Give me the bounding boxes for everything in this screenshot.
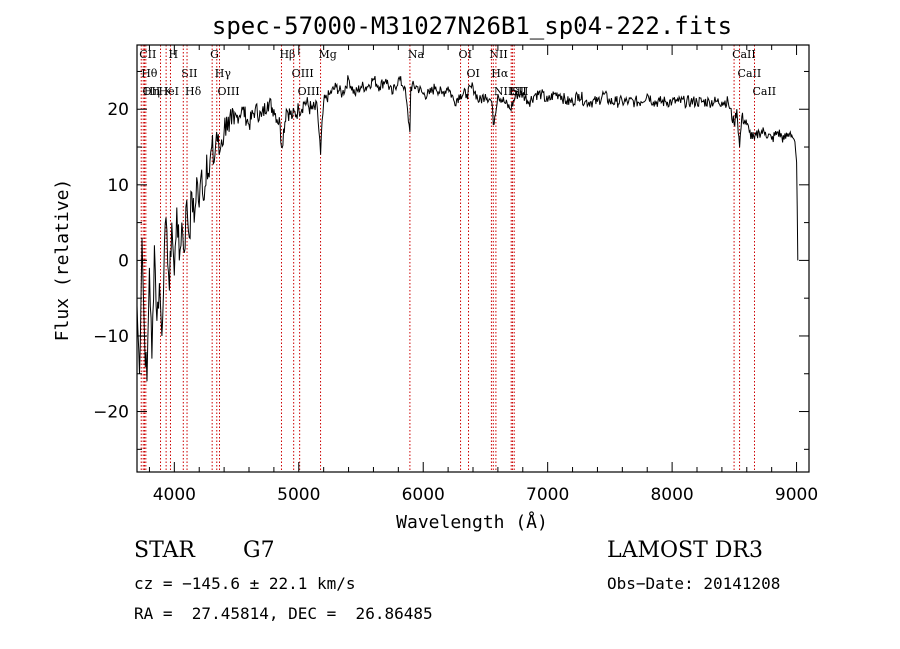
line-marker-label: CaII (732, 48, 756, 61)
x-tick-label: 4000 (153, 485, 196, 505)
line-marker-label: Hη (144, 85, 160, 98)
chart-title: spec-57000-M31027N26B1_sp04-222.fits (212, 12, 732, 40)
line-marker-label: HeI (159, 85, 179, 98)
line-marker-label: OIII (298, 85, 320, 98)
redshift-cz: cz = −145.6 ± 22.1 km/s (134, 574, 356, 593)
object-class: STAR (134, 538, 195, 563)
line-marker-label: Hα (491, 67, 509, 80)
line-marker-label: CaII (752, 85, 776, 98)
line-marker-label: Li (509, 85, 520, 98)
line-marker-label: OIII (292, 67, 314, 80)
line-marker-label: Hθ (141, 67, 158, 80)
y-axis-label: Flux (relative) (52, 179, 73, 342)
line-marker-label: H (168, 48, 178, 61)
line-marker-label: OI (459, 48, 472, 61)
axis-ticks: 4000 5000 6000 7000 8000 9000 −20 −10 0 10 20 (93, 45, 818, 505)
coordinates: RA = 27.45814, DEC = 26.86485 (134, 604, 433, 623)
x-axis-label: Wavelength (Å) (396, 511, 548, 533)
x-tick-label: 5000 (277, 485, 320, 505)
y-tick-label: −20 (93, 403, 129, 423)
flux-line (136, 75, 799, 382)
y-tick-label: 20 (107, 100, 129, 120)
x-tick-label: 9000 (775, 485, 818, 505)
line-marker-label: SII (181, 67, 197, 80)
object-subclass: G7 (243, 538, 275, 563)
line-marker-label: Mg (319, 48, 337, 61)
line-marker-label: G (210, 48, 219, 61)
y-tick-label: 10 (107, 176, 129, 196)
line-marker-label: CII (139, 48, 156, 61)
line-marker-label: OII (142, 85, 160, 98)
line-marker-label: NII (489, 48, 507, 61)
flux-series (136, 75, 799, 382)
line-marker-label: Na (408, 48, 425, 61)
line-marker-label: OIII (218, 85, 240, 98)
line-marker-label: Hβ (279, 48, 295, 61)
x-tick-label: 6000 (402, 485, 445, 505)
line-marker-label: Hδ (185, 85, 202, 98)
y-tick-label: 0 (118, 251, 129, 271)
y-tick-label: −10 (93, 327, 129, 347)
line-marker-label: K (164, 85, 173, 98)
line-marker-label: CaII (738, 67, 762, 80)
x-tick-label: 7000 (526, 485, 569, 505)
line-marker-label: OI (467, 67, 480, 80)
line-marker-label: Hγ (215, 67, 232, 80)
observation-date: Obs−Date: 20141208 (607, 574, 781, 593)
plot-frame (136, 44, 810, 473)
survey-name: LAMOST DR3 (607, 538, 763, 563)
x-tick-label: 8000 (650, 485, 693, 505)
